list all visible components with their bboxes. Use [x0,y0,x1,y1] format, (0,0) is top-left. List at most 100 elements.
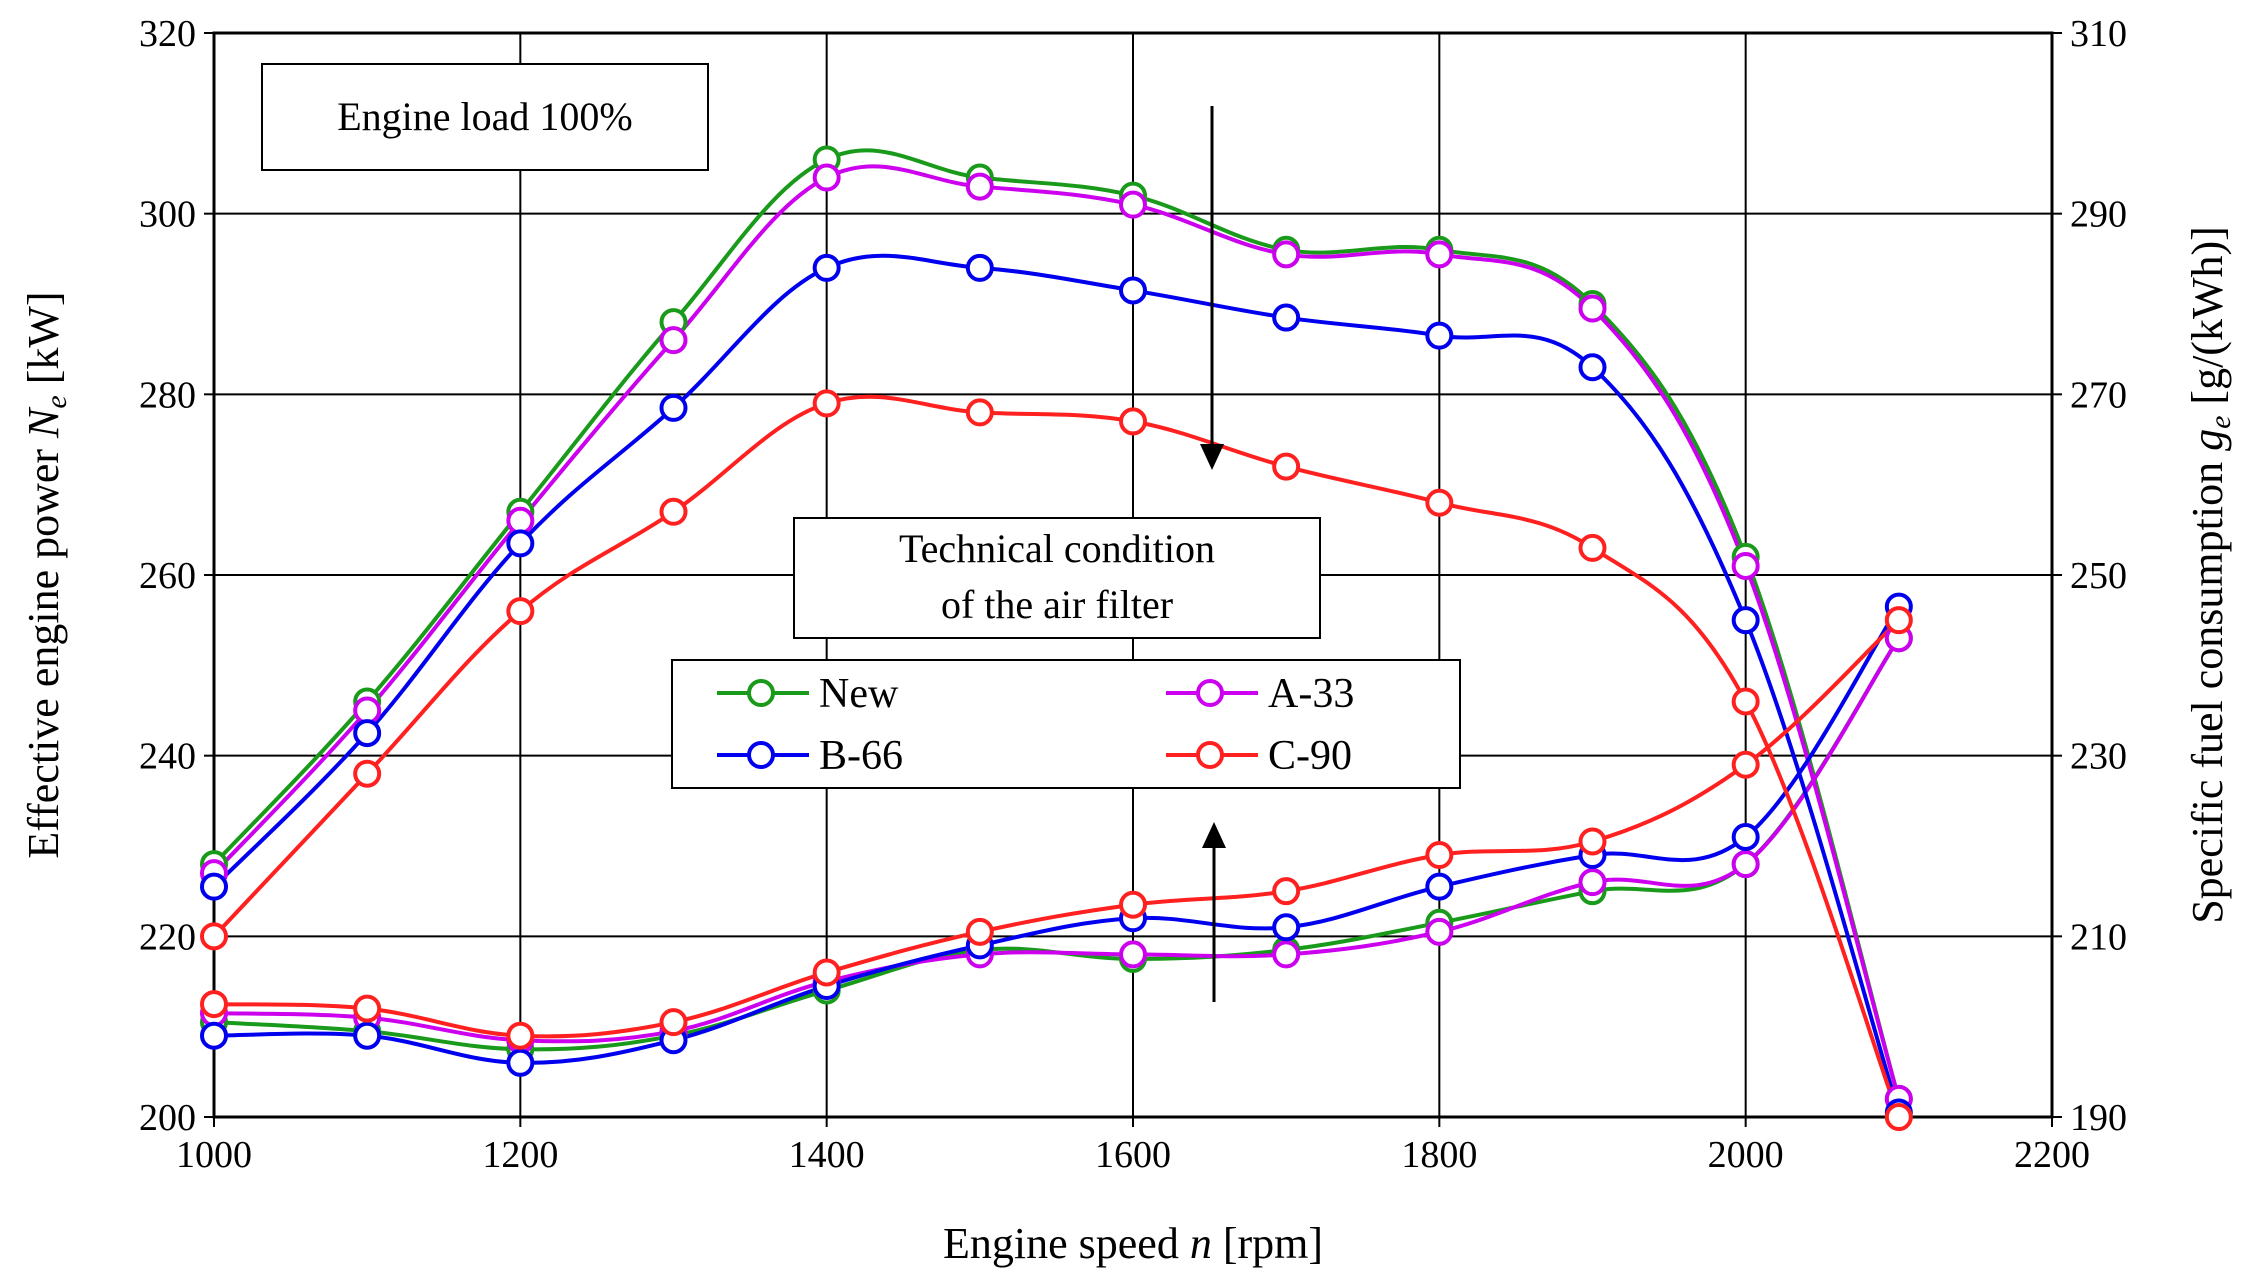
y-right-tick-label: 290 [2070,194,2127,236]
power-point-c-90 [1119,407,1147,436]
sfc-point-c-90 [812,958,841,987]
filter-box [793,517,1321,639]
sfc-point-a-33 [1272,940,1301,969]
sfc-point-b-66 [1731,822,1760,851]
power-point-b-66 [1272,303,1301,332]
series-line-power-c-90 [212,394,1901,1118]
power-point-c-90 [1272,452,1301,481]
power-point-a-33 [1731,551,1760,580]
y-left-tick-label: 280 [139,374,196,416]
power-point-c-90 [1578,533,1607,562]
power-point-c-90 [812,389,841,418]
sfc-point-c-90 [965,917,994,946]
power-point-a-33 [659,326,688,355]
x-tick-label: 1000 [176,1134,252,1176]
sfc-point-c-90 [1425,841,1454,870]
arrow-up [1202,822,1226,1002]
power-point-a-33 [506,506,535,535]
sfc-point-b-66 [353,1021,382,1050]
power-point-b-66 [506,529,535,558]
sfc-point-a-33 [1578,868,1607,897]
sfc-point-c-90 [1272,877,1301,906]
y-right-tick-label: 270 [2070,374,2127,416]
power-point-c-90 [1731,687,1760,716]
x-tick-label: 1600 [1095,1134,1171,1176]
sfc-point-c-90 [506,1021,535,1050]
sfc-point-b-66 [200,1021,228,1050]
power-point-a-33 [1119,190,1147,219]
sfc-point-c-90 [1119,890,1147,919]
x-tick-label: 2200 [2014,1134,2090,1176]
power-point-c-90 [353,759,382,788]
power-point-b-66 [965,253,994,282]
x-tick-label: 1200 [482,1134,558,1176]
axes-layer: 1000 1200 1400 1600 1800 2000 2200 200 220 240 260… [19,13,2237,1268]
power-point-b-66 [659,393,688,422]
legend-box [671,659,1461,789]
load-box-text: Engine load 100% [337,94,633,139]
power-point-c-90 [1425,488,1454,517]
power-point-c-90 [965,398,994,427]
power-point-b-66 [812,253,841,282]
power-point-a-33 [1272,240,1301,269]
power-point-b-66 [353,719,382,748]
power-point-b-66 [1578,353,1607,382]
legend-marker-b-66 [747,741,775,769]
sfc-point-c-90 [659,1008,688,1037]
x-axis-title: Engine speed n [rpm] [943,1219,1323,1268]
legend-label-c-90: C-90 [1268,733,1352,779]
legend-marker-c-90 [1196,741,1224,769]
y-right-axis-title: Specific fuel consumption ge [g/(kWh)] [2183,226,2237,924]
load-box [261,63,709,171]
y-left-tick-label: 200 [139,1097,196,1139]
power-point-a-33 [353,696,382,725]
power-point-a-33 [1425,240,1454,269]
x-tick-label: 1800 [1401,1134,1477,1176]
power-point-c-90 [1884,1103,1913,1131]
legend-label-b-66: B-66 [819,733,903,779]
filter-box-line1: Technical condition [899,526,1215,571]
sfc-point-c-90 [1578,827,1607,856]
y-right-tick-label: 310 [2070,13,2127,55]
legend-marker-new [747,679,775,707]
y-left-tick-label: 300 [139,194,196,236]
annotation-layer: Engine load 100% Technical condition of … [261,63,1461,1002]
series-line-power-b-66 [212,253,1901,1114]
series-line-power-a-33 [212,164,1901,1100]
power-point-b-66 [200,872,228,901]
y-right-tick-label: 250 [2070,555,2127,597]
series-layer [200,145,1913,1131]
y-right-tick-label: 210 [2070,916,2127,958]
power-point-c-90 [200,922,228,951]
power-point-c-90 [506,597,535,626]
sfc-point-c-90 [200,990,228,1019]
power-point-a-33 [812,163,841,192]
y-right-tick-label: 190 [2070,1097,2127,1139]
sfc-point-a-33 [1425,917,1454,946]
power-point-a-33 [965,172,994,201]
y-left-axis-title: Effective engine power Ne [kW] [19,291,73,858]
legend-label-a-33: A-33 [1268,671,1354,717]
x-tick-label: 1400 [789,1134,865,1176]
y-left-tick-label: 240 [139,736,196,778]
sfc-point-c-90 [1731,750,1760,779]
sfc-point-b-66 [1425,872,1454,901]
sfc-point-b-66 [506,1048,535,1077]
sfc-point-a-33 [1731,850,1760,879]
sfc-point-c-90 [353,994,382,1023]
power-point-b-66 [1731,606,1760,635]
sfc-point-b-66 [1272,913,1301,942]
y-left-tick-label: 320 [139,13,196,55]
legend-label-new: New [819,671,899,717]
arrow-down [1200,106,1224,470]
sfc-point-c-90 [1884,606,1913,635]
x-tick-label: 2000 [1708,1134,1784,1176]
power-point-a-33 [1578,294,1607,323]
y-left-tick-label: 260 [139,555,196,597]
y-left-tick-label: 220 [139,916,196,958]
power-point-b-66 [1425,321,1454,350]
legend: New A-33 B-66 C-90 [717,671,1354,779]
power-point-b-66 [1119,276,1147,305]
